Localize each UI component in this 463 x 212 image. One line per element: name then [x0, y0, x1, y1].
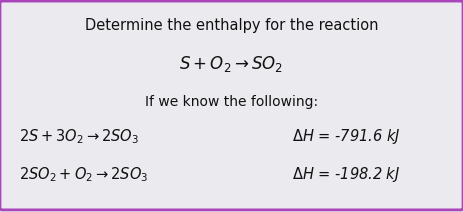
Text: $\mathit{2SO}_2 + \mathit{O}_2 \rightarrow \mathit{2SO}_3$: $\mathit{2SO}_2 + \mathit{O}_2 \rightarr… — [19, 166, 148, 184]
Text: Determine the enthalpy for the reaction: Determine the enthalpy for the reaction — [85, 18, 378, 33]
Text: If we know the following:: If we know the following: — [145, 95, 318, 109]
Text: $\mathit{\Delta H}$ = -198.2 kJ: $\mathit{\Delta H}$ = -198.2 kJ — [292, 165, 400, 184]
Text: $\mathit{\Delta H}$ = -791.6 kJ: $\mathit{\Delta H}$ = -791.6 kJ — [292, 127, 400, 146]
Text: $\mathit{2S} + \mathit{3O}_2 \rightarrow \mathit{2SO}_3$: $\mathit{2S} + \mathit{3O}_2 \rightarrow… — [19, 127, 138, 146]
Text: $\mathit{S} + \mathit{O}_2 \rightarrow \mathit{SO}_2$: $\mathit{S} + \mathit{O}_2 \rightarrow \… — [179, 54, 284, 74]
